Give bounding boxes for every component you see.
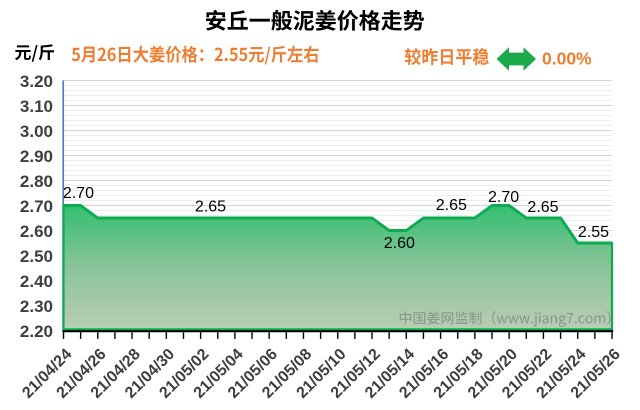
- svg-text:2.60: 2.60: [20, 222, 53, 241]
- svg-text:2.90: 2.90: [20, 147, 53, 166]
- svg-text:2.30: 2.30: [20, 297, 53, 316]
- svg-text:2.70: 2.70: [20, 197, 53, 216]
- svg-text:2.65: 2.65: [436, 197, 467, 214]
- svg-text:2.50: 2.50: [20, 247, 53, 266]
- svg-text:2.55: 2.55: [578, 224, 609, 241]
- svg-text:2.70: 2.70: [488, 189, 519, 206]
- svg-text:3.00: 3.00: [20, 122, 53, 141]
- svg-text:2.65: 2.65: [527, 199, 558, 216]
- svg-text:2.65: 2.65: [195, 198, 226, 215]
- svg-text:3.20: 3.20: [20, 72, 53, 91]
- svg-text:0.00%: 0.00%: [542, 49, 592, 69]
- svg-text:2.40: 2.40: [20, 272, 53, 291]
- svg-text:2.60: 2.60: [384, 235, 415, 252]
- svg-text:3.10: 3.10: [20, 97, 53, 116]
- svg-text:2.70: 2.70: [63, 185, 94, 202]
- svg-text:2.20: 2.20: [20, 322, 53, 341]
- svg-text:2.80: 2.80: [20, 172, 53, 191]
